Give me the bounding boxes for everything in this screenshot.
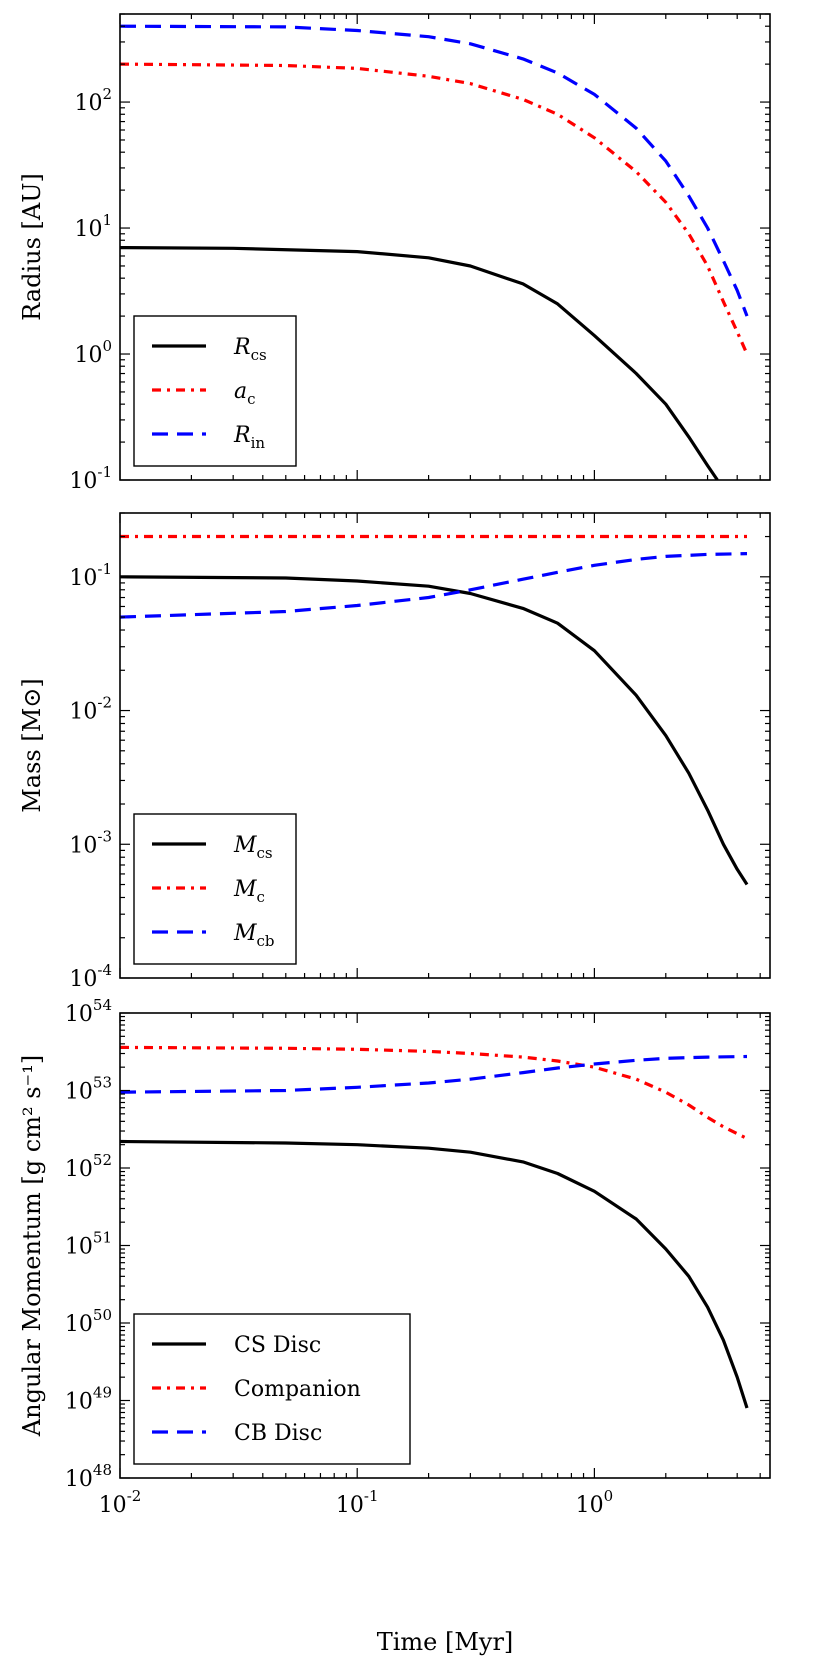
legend-label: CS Disc (234, 1333, 321, 1358)
y-tick-label: 10-3 (69, 827, 112, 858)
legend: Rcs ac Rin (133, 315, 297, 467)
y-tick-label: 102 (74, 85, 112, 116)
legend: CS Disc Companion CB Disc (133, 1313, 411, 1465)
series-line-r-in (120, 24, 749, 317)
legend-label: Mcb (233, 921, 275, 950)
series-line-m-cb (120, 552, 748, 619)
y-tick-label: 1052 (65, 1151, 112, 1182)
x-tick-label: 10-2 (99, 1487, 142, 1518)
y-tick-label: 1054 (65, 996, 112, 1027)
angular-momentum-panel: 1048 1049 1050 1051 1052 1053 1054 10-2 10-1 100 A… (18, 996, 771, 1656)
y-tick-label: 10-1 (69, 560, 112, 591)
y-axis-label: Radius [AU] (18, 173, 46, 321)
series-line-companion (120, 1045, 748, 1140)
y-tick-label: 1053 (65, 1074, 112, 1105)
y-tick-label: 1049 (65, 1384, 112, 1415)
legend-label: Rcs (233, 335, 267, 364)
legend-label: CB Disc (234, 1421, 322, 1446)
series-line-cs-disc (120, 1139, 749, 1409)
legend: Mcs Mc Mcb (133, 813, 297, 965)
x-tick-label: 10-1 (336, 1487, 379, 1518)
y-tick-label: 100 (74, 337, 112, 368)
mass-panel: 10-4 10-3 10-2 10-1 Mass [M⊙] Mcs Mc Mcb (18, 512, 771, 992)
legend-label: Mc (233, 877, 265, 906)
series-line-cb-disc (120, 1054, 748, 1094)
y-tick-label: 10-4 (69, 961, 112, 992)
x-axis-label: Time [Myr] (377, 1628, 514, 1656)
y-axis-label: Angular Momentum [g cm² s⁻¹] (18, 1055, 46, 1437)
y-axis-label: Mass [M⊙] (18, 678, 46, 813)
plot-frame (119, 512, 771, 979)
y-tick-label: 10-2 (69, 694, 112, 725)
series-line-a-c (120, 62, 749, 355)
legend-label: Rin (233, 423, 265, 452)
series-line-r-cs (120, 246, 719, 480)
legend-label: Mcs (233, 833, 273, 862)
x-tick-label: 100 (576, 1487, 614, 1518)
series-line-m-cs (120, 575, 749, 886)
y-tick-label: 1050 (65, 1306, 112, 1337)
y-tick-label: 1048 (65, 1461, 112, 1492)
legend-label: Companion (234, 1377, 361, 1402)
legend-label: ac (234, 379, 256, 408)
radius-panel: 10-1 100 101 102 Radius [AU] Rcs ac Rin (18, 13, 771, 494)
y-tick-label: 1051 (65, 1229, 112, 1260)
y-tick-label: 101 (74, 211, 112, 242)
y-tick-label: 10-1 (69, 463, 112, 494)
